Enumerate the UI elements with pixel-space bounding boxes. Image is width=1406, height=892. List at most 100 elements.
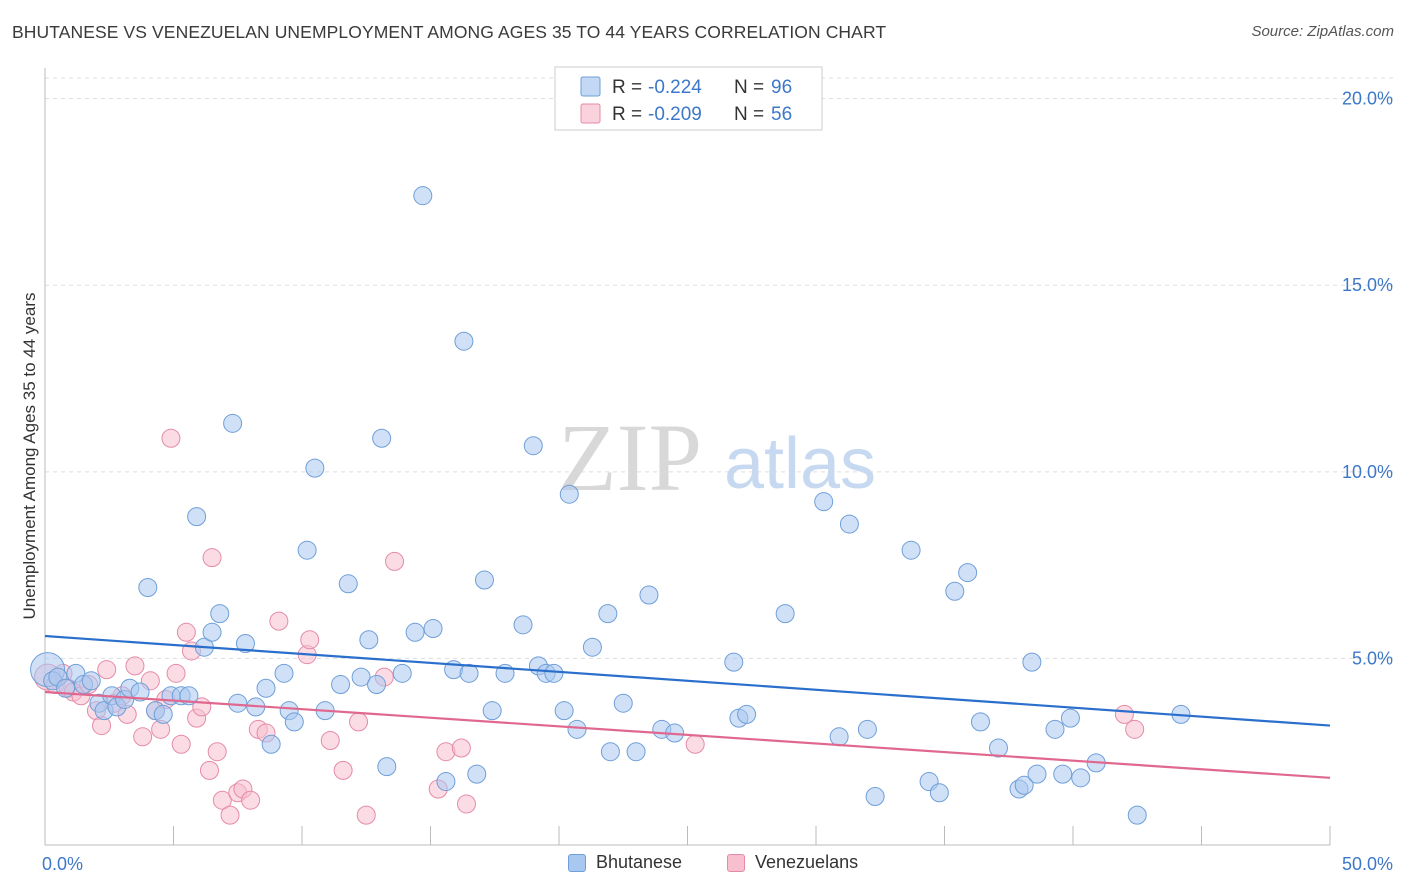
source-label: Source: ZipAtlas.com	[1251, 23, 1394, 40]
y-tick-label: 10.0%	[1342, 462, 1393, 482]
legend-n-value-venezuelan: 56	[771, 104, 792, 125]
venezuelan-point	[97, 660, 117, 680]
bhutanese-point	[423, 619, 443, 639]
legend-bottom-label-bhutanese: Bhutanese	[596, 852, 683, 872]
legend-bottom-swatch-bhutanese	[568, 853, 586, 872]
venezuelan-point	[133, 727, 153, 747]
chart-title: BHUTANESE VS VENEZUELAN UNEMPLOYMENT AMO…	[12, 22, 887, 42]
bhutanese-point	[305, 458, 325, 478]
venezuelan-point	[161, 428, 181, 448]
legend-bottom-label-venezuelans: Venezuelans	[755, 852, 859, 872]
grid	[45, 77, 1395, 659]
bhutanese-point	[235, 633, 255, 653]
bhutanese-point	[274, 663, 294, 683]
watermark-zip: ZIP	[558, 404, 702, 511]
bhutanese-point	[513, 615, 533, 635]
y-tick-label: 5.0%	[1352, 648, 1393, 668]
bhutanese-point	[1071, 768, 1091, 788]
bhutanese-point	[829, 727, 849, 747]
bhutanese-point	[839, 514, 859, 534]
bhutanese-point	[284, 712, 304, 732]
tick-labels: 5.0% 10.0% 15.0% 20.0% 0.0% 50.0%	[42, 89, 1393, 874]
bhutanese-point	[338, 574, 358, 594]
bhutanese-point	[1127, 805, 1147, 825]
bhutanese-point	[474, 570, 494, 590]
bhutanese-point	[626, 742, 646, 762]
bhutanese-point	[1022, 652, 1042, 672]
trend-line-bhutanese	[44, 634, 1331, 727]
bhutanese-points	[30, 186, 1191, 825]
bhutanese-point	[1045, 719, 1065, 739]
legend-swatch-venezuelan	[580, 103, 601, 124]
venezuelan-point	[125, 656, 145, 676]
bhutanese-point	[857, 719, 877, 739]
bhutanese-point	[187, 507, 207, 527]
bhutanese-point	[372, 428, 392, 448]
legend-n-label-bhutanese: N =	[734, 77, 764, 98]
bhutanese-point	[865, 786, 885, 806]
venezuelan-point	[1125, 719, 1145, 739]
bhutanese-point	[567, 719, 587, 739]
bhutanese-point	[153, 704, 173, 724]
bhutanese-point	[138, 578, 158, 598]
venezuelan-point	[685, 734, 705, 754]
bhutanese-point	[331, 675, 351, 695]
bhutanese-point	[81, 671, 101, 691]
bhutanese-point	[600, 742, 620, 762]
bhutanese-point	[436, 772, 456, 792]
venezuelan-point	[207, 742, 227, 762]
bhutanese-point	[523, 436, 543, 456]
bhutanese-point	[775, 604, 795, 624]
legend-top: R = -0.224 N = 96 R = -0.209 N = 56	[554, 66, 823, 131]
venezuelan-point	[176, 622, 196, 642]
y-tick-label: 20.0%	[1342, 89, 1393, 109]
bhutanese-point	[482, 701, 502, 721]
bhutanese-point	[901, 540, 921, 560]
bhutanese-point	[988, 738, 1008, 758]
bhutanese-point	[367, 675, 387, 695]
trend-line-venezuelan	[44, 690, 1331, 779]
legend-swatch-bhutanese	[580, 76, 601, 97]
venezuelan-point	[300, 630, 320, 650]
bhutanese-point	[582, 637, 602, 657]
bhutanese-point	[958, 563, 978, 583]
venezuelan-point	[212, 790, 232, 810]
bhutanese-point	[261, 734, 281, 754]
venezuelan-point	[199, 760, 219, 780]
bhutanese-point	[544, 663, 564, 683]
venezuelan-point	[220, 805, 240, 825]
venezuelan-point	[1114, 704, 1134, 724]
venezuelan-point	[456, 794, 476, 814]
bhutanese-point	[929, 783, 949, 803]
venezuelan-point	[241, 790, 261, 810]
bhutanese-point	[1060, 708, 1080, 728]
legend-bottom: Bhutanese Venezuelans	[0, 852, 1406, 878]
bhutanese-point	[970, 712, 990, 732]
legend-item-venezuelans: Venezuelans	[727, 852, 858, 873]
venezuelan-point	[385, 551, 405, 571]
bhutanese-point	[459, 663, 479, 683]
bhutanese-point	[613, 693, 633, 713]
bhutanese-point	[228, 693, 248, 713]
watermark: ZIP atlas	[558, 404, 876, 511]
legend-bottom-swatch-venezuelans	[727, 853, 745, 872]
bhutanese-point	[1053, 764, 1073, 784]
bhutanese-point	[297, 540, 317, 560]
bhutanese-point	[256, 678, 276, 698]
venezuelan-point	[356, 805, 376, 825]
bhutanese-point	[945, 581, 965, 601]
bhutanese-point	[554, 701, 574, 721]
legend-item-bhutanese: Bhutanese	[568, 852, 682, 873]
legend-n-value-bhutanese: 96	[771, 77, 792, 98]
bhutanese-point	[814, 492, 834, 512]
bhutanese-point	[639, 585, 659, 605]
bhutanese-point	[377, 757, 397, 777]
bhutanese-point	[737, 704, 757, 724]
venezuelan-point	[166, 663, 186, 683]
bhutanese-point	[1027, 764, 1047, 784]
venezuelan-point	[320, 731, 340, 751]
axes	[44, 68, 1331, 846]
bhutanese-point	[202, 622, 222, 642]
venezuelan-point	[451, 738, 471, 758]
